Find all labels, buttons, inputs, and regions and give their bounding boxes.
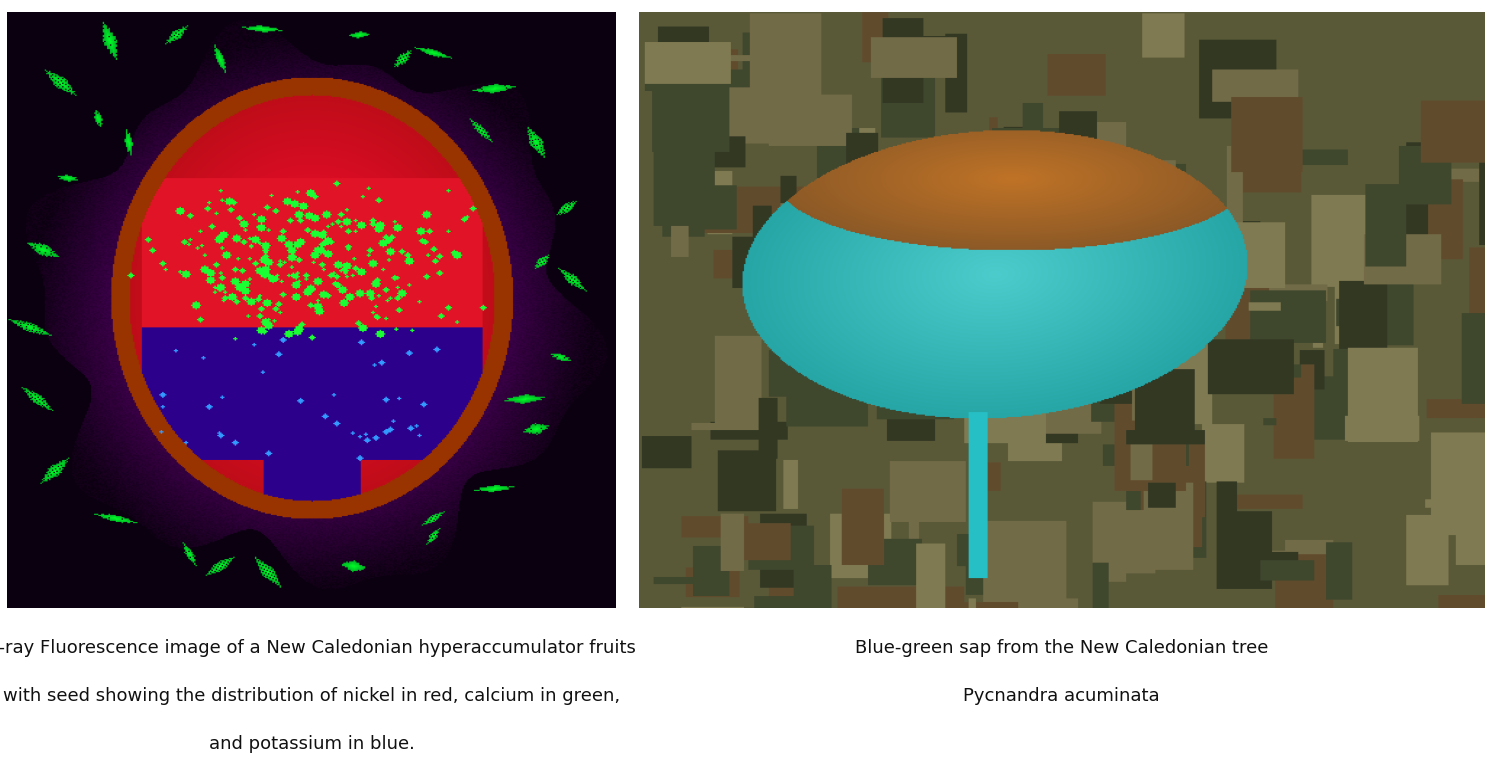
Text: and potassium in blue.: and potassium in blue.: [209, 735, 415, 753]
Text: X-ray Fluorescence image of a New Caledonian hyperaccumulator fruits: X-ray Fluorescence image of a New Caledo…: [0, 639, 636, 657]
Text: Pycnandra acuminata: Pycnandra acuminata: [964, 687, 1159, 705]
Text: with seed showing the distribution of nickel in red, calcium in green,: with seed showing the distribution of ni…: [3, 687, 621, 705]
Text: Blue-green sap from the New Caledonian tree: Blue-green sap from the New Caledonian t…: [855, 639, 1268, 657]
